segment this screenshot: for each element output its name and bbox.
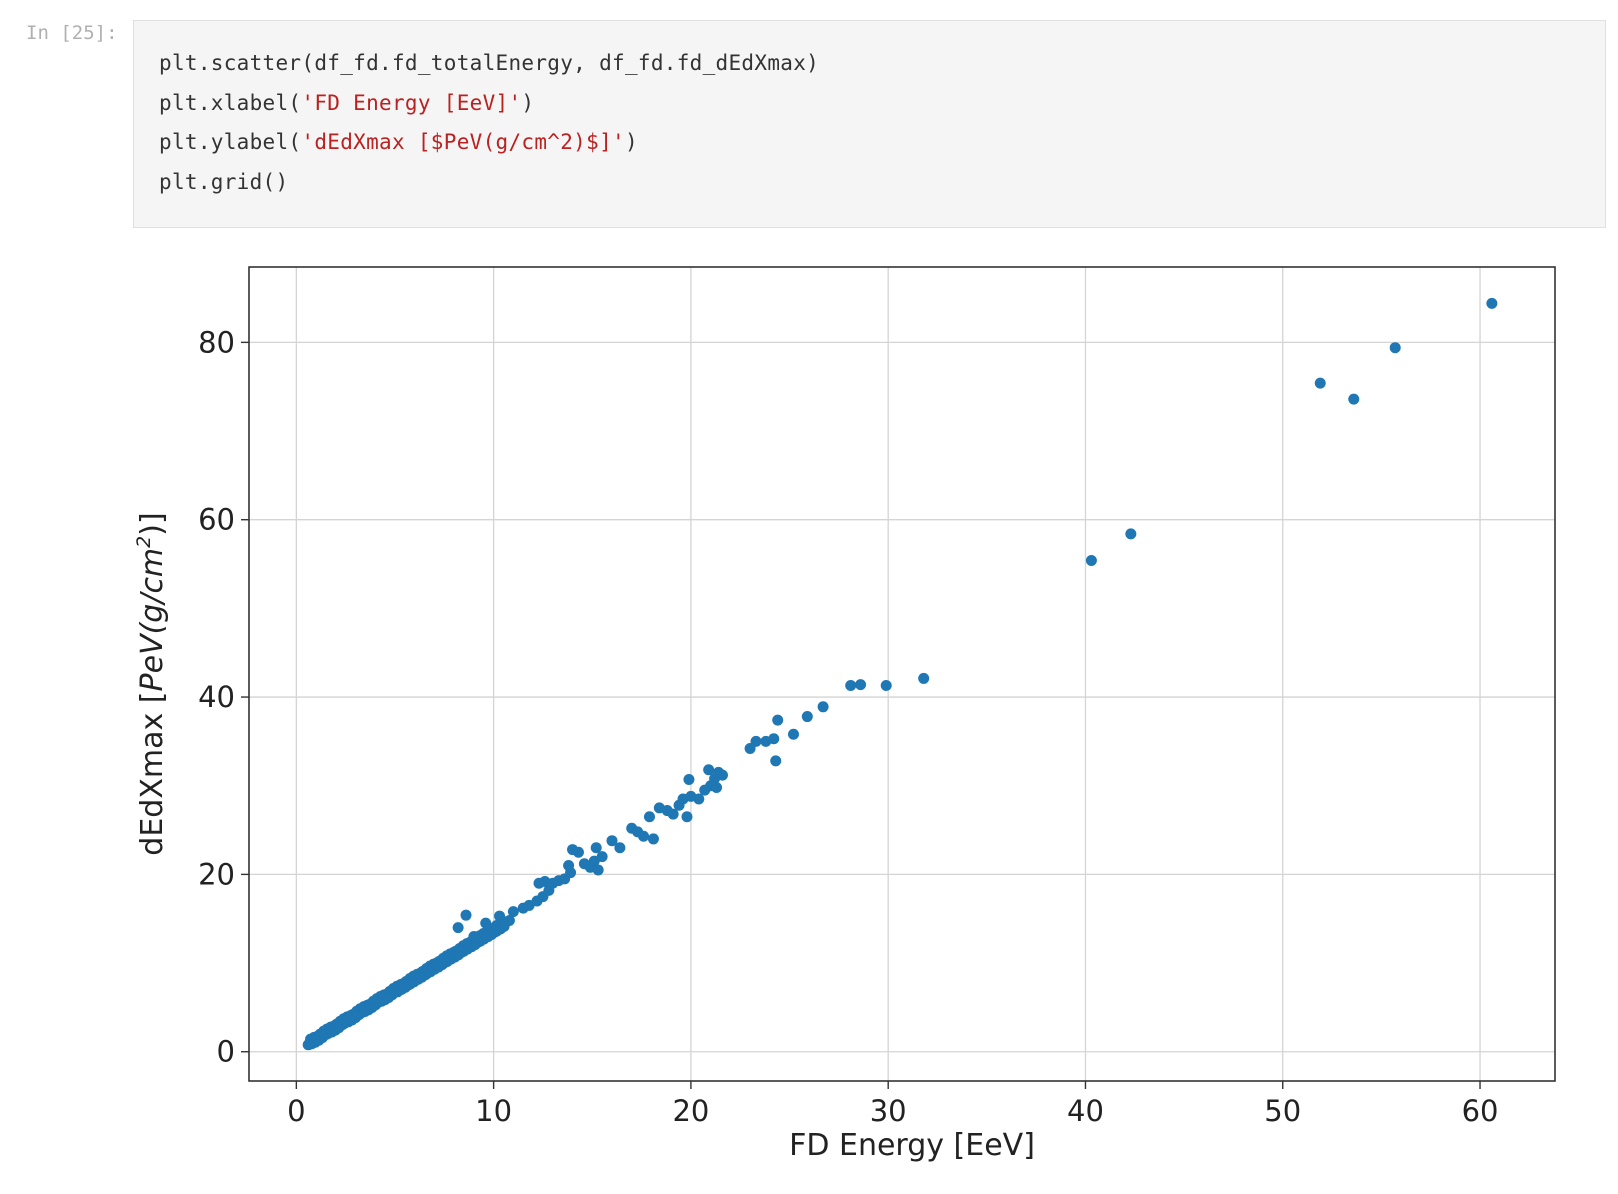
- scatter-point: [817, 701, 829, 713]
- scatter-point: [880, 680, 892, 692]
- scatter-point: [801, 711, 813, 723]
- scatter-point: [480, 917, 492, 929]
- x-tick-label: 0: [287, 1094, 305, 1128]
- scatter-point: [681, 811, 693, 823]
- scatter-point: [845, 680, 857, 692]
- scatter-point: [494, 910, 506, 922]
- scatter-point: [1486, 297, 1498, 309]
- scatter-point: [1389, 342, 1401, 354]
- code-line: plt.ylabel('dEdXmax [$PeV(g/cm^2)$]'): [159, 130, 638, 154]
- scatter-point: [503, 915, 515, 927]
- scatter-point: [592, 864, 604, 876]
- x-tick-label: 30: [870, 1094, 907, 1128]
- scatter-point: [716, 769, 728, 781]
- scatter-point: [918, 672, 930, 684]
- code-editor[interactable]: plt.scatter(df_fd.fd_totalEnergy, df_fd.…: [133, 20, 1606, 228]
- x-tick-label: 20: [672, 1094, 709, 1128]
- x-tick-label: 10: [475, 1094, 512, 1128]
- scatter-point: [750, 735, 762, 747]
- scatter-point: [711, 781, 723, 793]
- scatter-point: [596, 851, 608, 863]
- scatter-plot: 0 10 20 30 40 50 60 0 20 40 60 80 FD Energy [EeV] d…: [133, 266, 1556, 1163]
- scatter-point: [787, 728, 799, 740]
- scatter-point: [1348, 393, 1360, 405]
- code-line: plt.xlabel('FD Energy [EeV]'): [159, 91, 535, 115]
- scatter-point: [452, 922, 464, 934]
- code-line: plt.scatter(df_fd.fd_totalEnergy, df_fd.…: [159, 51, 820, 75]
- y-axis-label: dEdXmax [PeV(g/cm2)]: [133, 512, 170, 855]
- scatter-point: [770, 755, 782, 767]
- axis-ticks: 0 10 20 30 40 50 60 0 20 40 60 80: [198, 325, 1498, 1128]
- scatter-point: [468, 930, 480, 942]
- scatter-point: [572, 846, 584, 858]
- scatter-point: [703, 764, 715, 776]
- scatter-point: [683, 774, 695, 786]
- scatter-point: [606, 835, 618, 847]
- scatter-point: [507, 906, 519, 918]
- scatter-point: [563, 860, 575, 872]
- data-points: [302, 297, 1498, 1051]
- scatter-point: [647, 833, 659, 845]
- x-tick-label: 50: [1264, 1094, 1301, 1128]
- plot-frame: [248, 266, 1556, 1082]
- scatter-point: [1085, 555, 1097, 567]
- x-tick-label: 40: [1067, 1094, 1104, 1128]
- x-tick-label: 60: [1462, 1094, 1499, 1128]
- scatter-point: [768, 733, 780, 745]
- scatter-point: [667, 808, 679, 820]
- y-tick-label: 60: [198, 503, 235, 537]
- code-line: plt.grid(): [159, 170, 289, 194]
- scatter-point: [1125, 528, 1137, 540]
- scatter-point: [638, 830, 650, 842]
- scatter-point: [1314, 377, 1326, 389]
- scatter-point: [460, 909, 472, 921]
- y-tick-label: 80: [198, 325, 235, 359]
- scatter-point: [855, 679, 867, 691]
- scatter-point: [643, 811, 655, 823]
- y-tick-label: 20: [198, 857, 235, 891]
- y-tick-label: 0: [217, 1035, 235, 1069]
- y-tick-label: 40: [198, 680, 235, 714]
- scatter-point: [693, 793, 705, 805]
- scatter-point: [772, 714, 784, 726]
- scatter-point: [590, 842, 602, 854]
- input-prompt: In [25]:: [26, 22, 118, 44]
- grid-lines: [249, 267, 1555, 1081]
- scatter-point: [614, 842, 626, 854]
- cell-output: 0 10 20 30 40 50 60 0 20 40 60 80 FD Energy [EeV] d…: [130, 240, 1590, 1180]
- x-axis-label: FD Energy [EeV]: [789, 1128, 1035, 1163]
